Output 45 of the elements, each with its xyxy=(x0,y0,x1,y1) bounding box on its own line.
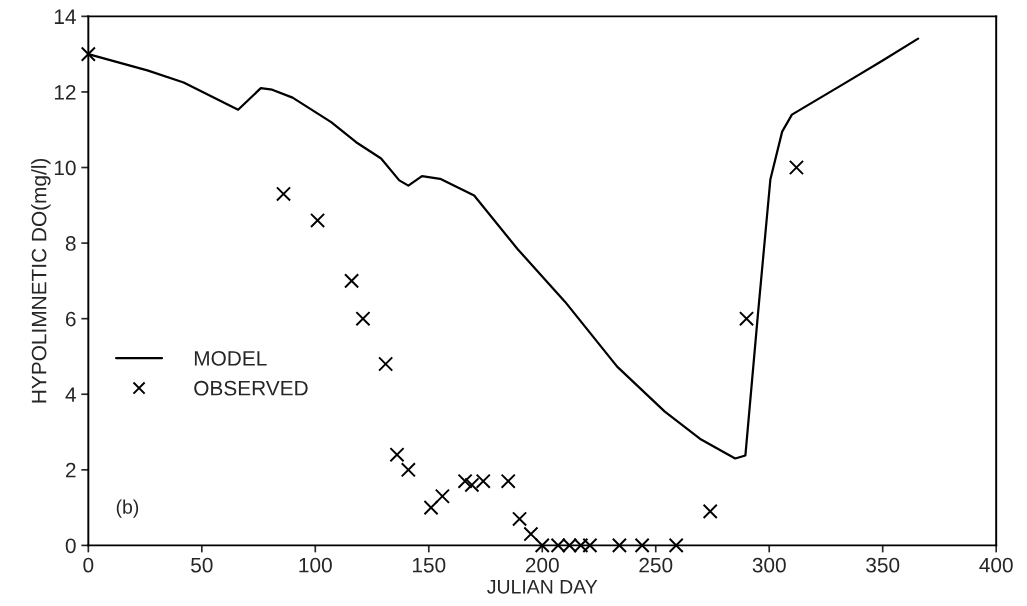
y-tick-label: 4 xyxy=(65,387,76,402)
y-axis-title: HYPOLIMNETIC DO(mg/l) xyxy=(31,158,51,403)
point xyxy=(788,159,805,176)
point xyxy=(355,311,371,327)
point xyxy=(582,537,598,553)
point xyxy=(702,503,718,519)
point xyxy=(611,537,627,553)
y-tick-label: 2 xyxy=(65,462,76,478)
y-tick-label: 8 xyxy=(65,236,76,251)
x-tick-label: 50 xyxy=(191,557,213,573)
point xyxy=(378,356,394,372)
x-tick-label: 200 xyxy=(525,557,559,573)
point xyxy=(389,447,405,463)
point xyxy=(738,311,755,327)
point xyxy=(523,526,539,542)
point xyxy=(500,473,516,489)
point xyxy=(344,273,360,289)
point xyxy=(475,473,491,489)
x-tick-label: 0 xyxy=(83,557,94,573)
legend-label: OBSERVED xyxy=(194,380,308,396)
annotation: (b) xyxy=(116,499,139,518)
y-tick-label: 6 xyxy=(65,311,76,327)
point xyxy=(457,473,473,489)
x-axis-title: JULIAN DAY xyxy=(487,580,598,594)
point xyxy=(668,537,684,553)
y-tick-label: 12 xyxy=(54,84,76,100)
y-tick-label: 10 xyxy=(54,160,76,176)
point xyxy=(434,488,450,504)
point xyxy=(634,537,650,553)
point xyxy=(275,186,292,202)
x-tick-label: 300 xyxy=(752,557,786,573)
x-tick-label: 250 xyxy=(639,557,673,573)
x-tick-label: 150 xyxy=(412,557,446,573)
y-tick-label: 0 xyxy=(65,538,76,554)
point xyxy=(80,46,96,62)
x-tick-label: 100 xyxy=(299,557,332,573)
legend-label: MODEL xyxy=(194,350,267,366)
y-tick-label: 14 xyxy=(54,9,76,24)
point xyxy=(310,212,326,228)
x-tick-label: 350 xyxy=(866,557,900,573)
x-tick-label: 400 xyxy=(979,557,1013,573)
point xyxy=(512,511,528,527)
point xyxy=(423,500,439,516)
point xyxy=(400,462,416,478)
point xyxy=(464,477,480,493)
